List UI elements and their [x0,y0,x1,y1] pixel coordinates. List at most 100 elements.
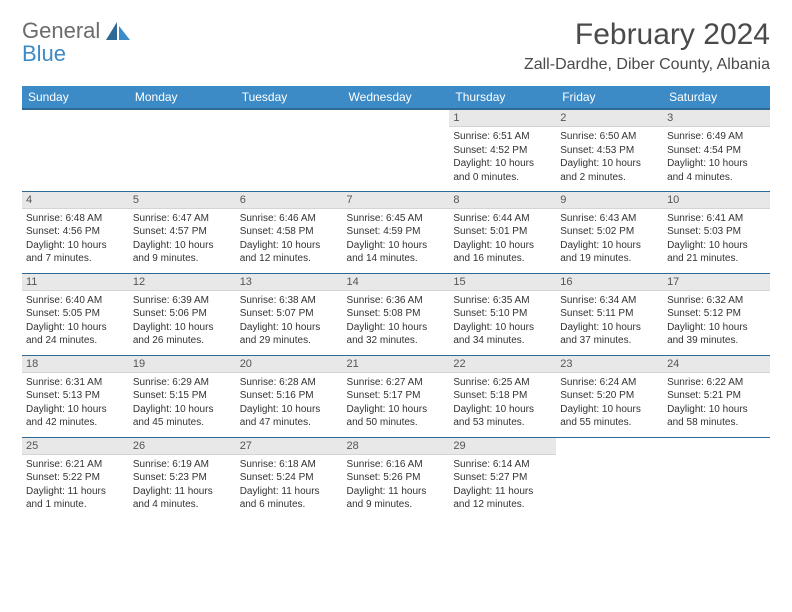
day-number: 12 [129,274,236,291]
day-details: Sunrise: 6:34 AMSunset: 5:11 PMDaylight:… [556,291,663,352]
day-number: 5 [129,192,236,209]
sunrise-text: Sunrise: 6:22 AM [667,376,766,390]
calendar-day: 23Sunrise: 6:24 AMSunset: 5:20 PMDayligh… [556,355,663,437]
calendar-day: 8Sunrise: 6:44 AMSunset: 5:01 PMDaylight… [449,191,556,273]
daylight-text: Daylight: 11 hours and 1 minute. [26,485,125,512]
calendar-day: 25Sunrise: 6:21 AMSunset: 5:22 PMDayligh… [22,437,129,519]
calendar-day: 21Sunrise: 6:27 AMSunset: 5:17 PMDayligh… [343,355,450,437]
weekday-header: Friday [556,86,663,109]
sunrise-text: Sunrise: 6:44 AM [453,212,552,226]
sunrise-text: Sunrise: 6:34 AM [560,294,659,308]
daylight-text: Daylight: 10 hours and 29 minutes. [240,321,339,348]
day-details: Sunrise: 6:51 AMSunset: 4:52 PMDaylight:… [449,127,556,188]
brand-word1: General [22,18,100,43]
sunset-text: Sunset: 5:06 PM [133,307,232,321]
day-number: 22 [449,356,556,373]
day-details: Sunrise: 6:39 AMSunset: 5:06 PMDaylight:… [129,291,236,352]
calendar-day: 29Sunrise: 6:14 AMSunset: 5:27 PMDayligh… [449,437,556,519]
daylight-text: Daylight: 10 hours and 4 minutes. [667,157,766,184]
day-number: 8 [449,192,556,209]
weekday-header: Monday [129,86,236,109]
sunrise-text: Sunrise: 6:40 AM [26,294,125,308]
title-block: February 2024 Zall-Dardhe, Diber County,… [524,18,770,74]
weekday-header: Thursday [449,86,556,109]
day-number: 7 [343,192,450,209]
sunset-text: Sunset: 5:20 PM [560,389,659,403]
day-number: 4 [22,192,129,209]
daylight-text: Daylight: 10 hours and 24 minutes. [26,321,125,348]
day-details: Sunrise: 6:22 AMSunset: 5:21 PMDaylight:… [663,373,770,434]
sunrise-text: Sunrise: 6:45 AM [347,212,446,226]
day-number: 3 [663,110,770,127]
calendar-day: 26Sunrise: 6:19 AMSunset: 5:23 PMDayligh… [129,437,236,519]
day-details: Sunrise: 6:18 AMSunset: 5:24 PMDaylight:… [236,455,343,516]
day-number: 6 [236,192,343,209]
day-number: 26 [129,438,236,455]
day-details: Sunrise: 6:28 AMSunset: 5:16 PMDaylight:… [236,373,343,434]
calendar-day: 28Sunrise: 6:16 AMSunset: 5:26 PMDayligh… [343,437,450,519]
day-details: Sunrise: 6:46 AMSunset: 4:58 PMDaylight:… [236,209,343,270]
day-details: Sunrise: 6:16 AMSunset: 5:26 PMDaylight:… [343,455,450,516]
day-number: 20 [236,356,343,373]
calendar-day: 24Sunrise: 6:22 AMSunset: 5:21 PMDayligh… [663,355,770,437]
day-details: Sunrise: 6:43 AMSunset: 5:02 PMDaylight:… [556,209,663,270]
calendar-day: 7Sunrise: 6:45 AMSunset: 4:59 PMDaylight… [343,191,450,273]
day-details: Sunrise: 6:31 AMSunset: 5:13 PMDaylight:… [22,373,129,434]
brand-word2: Blue [22,41,100,67]
daylight-text: Daylight: 10 hours and 34 minutes. [453,321,552,348]
sunset-text: Sunset: 5:07 PM [240,307,339,321]
sunset-text: Sunset: 5:03 PM [667,225,766,239]
sunset-text: Sunset: 5:17 PM [347,389,446,403]
day-details: Sunrise: 6:45 AMSunset: 4:59 PMDaylight:… [343,209,450,270]
calendar-day: 4Sunrise: 6:48 AMSunset: 4:56 PMDaylight… [22,191,129,273]
day-details: Sunrise: 6:44 AMSunset: 5:01 PMDaylight:… [449,209,556,270]
daylight-text: Daylight: 10 hours and 37 minutes. [560,321,659,348]
sunrise-text: Sunrise: 6:47 AM [133,212,232,226]
weekday-header: Wednesday [343,86,450,109]
day-number: 16 [556,274,663,291]
day-details: Sunrise: 6:19 AMSunset: 5:23 PMDaylight:… [129,455,236,516]
daylight-text: Daylight: 11 hours and 12 minutes. [453,485,552,512]
day-number: 10 [663,192,770,209]
daylight-text: Daylight: 11 hours and 9 minutes. [347,485,446,512]
calendar-table: SundayMondayTuesdayWednesdayThursdayFrid… [22,86,770,519]
day-number: 14 [343,274,450,291]
day-number: 1 [449,110,556,127]
daylight-text: Daylight: 10 hours and 42 minutes. [26,403,125,430]
day-number: 27 [236,438,343,455]
calendar-day: 15Sunrise: 6:35 AMSunset: 5:10 PMDayligh… [449,273,556,355]
daylight-text: Daylight: 10 hours and 50 minutes. [347,403,446,430]
sunrise-text: Sunrise: 6:41 AM [667,212,766,226]
calendar-week: 1Sunrise: 6:51 AMSunset: 4:52 PMDaylight… [22,109,770,191]
brand-logo: General Blue [22,18,132,67]
location-subtitle: Zall-Dardhe, Diber County, Albania [524,56,770,74]
header: General Blue February 2024 Zall-Dardhe, … [22,18,770,74]
calendar-day: 16Sunrise: 6:34 AMSunset: 5:11 PMDayligh… [556,273,663,355]
calendar-day [343,109,450,191]
calendar-day: 27Sunrise: 6:18 AMSunset: 5:24 PMDayligh… [236,437,343,519]
day-details: Sunrise: 6:21 AMSunset: 5:22 PMDaylight:… [22,455,129,516]
day-number: 9 [556,192,663,209]
calendar-day [556,437,663,519]
sunset-text: Sunset: 5:02 PM [560,225,659,239]
day-details: Sunrise: 6:48 AMSunset: 4:56 PMDaylight:… [22,209,129,270]
sunset-text: Sunset: 5:15 PM [133,389,232,403]
sunrise-text: Sunrise: 6:19 AM [133,458,232,472]
day-details: Sunrise: 6:38 AMSunset: 5:07 PMDaylight:… [236,291,343,352]
sunset-text: Sunset: 5:18 PM [453,389,552,403]
sunset-text: Sunset: 5:01 PM [453,225,552,239]
day-number: 24 [663,356,770,373]
sunset-text: Sunset: 5:27 PM [453,471,552,485]
calendar-day: 10Sunrise: 6:41 AMSunset: 5:03 PMDayligh… [663,191,770,273]
sunset-text: Sunset: 4:53 PM [560,144,659,158]
sunrise-text: Sunrise: 6:50 AM [560,130,659,144]
calendar-week: 11Sunrise: 6:40 AMSunset: 5:05 PMDayligh… [22,273,770,355]
day-details: Sunrise: 6:40 AMSunset: 5:05 PMDaylight:… [22,291,129,352]
day-details: Sunrise: 6:47 AMSunset: 4:57 PMDaylight:… [129,209,236,270]
sunset-text: Sunset: 5:16 PM [240,389,339,403]
daylight-text: Daylight: 10 hours and 39 minutes. [667,321,766,348]
daylight-text: Daylight: 10 hours and 58 minutes. [667,403,766,430]
daylight-text: Daylight: 10 hours and 16 minutes. [453,239,552,266]
sunset-text: Sunset: 5:10 PM [453,307,552,321]
day-number: 17 [663,274,770,291]
